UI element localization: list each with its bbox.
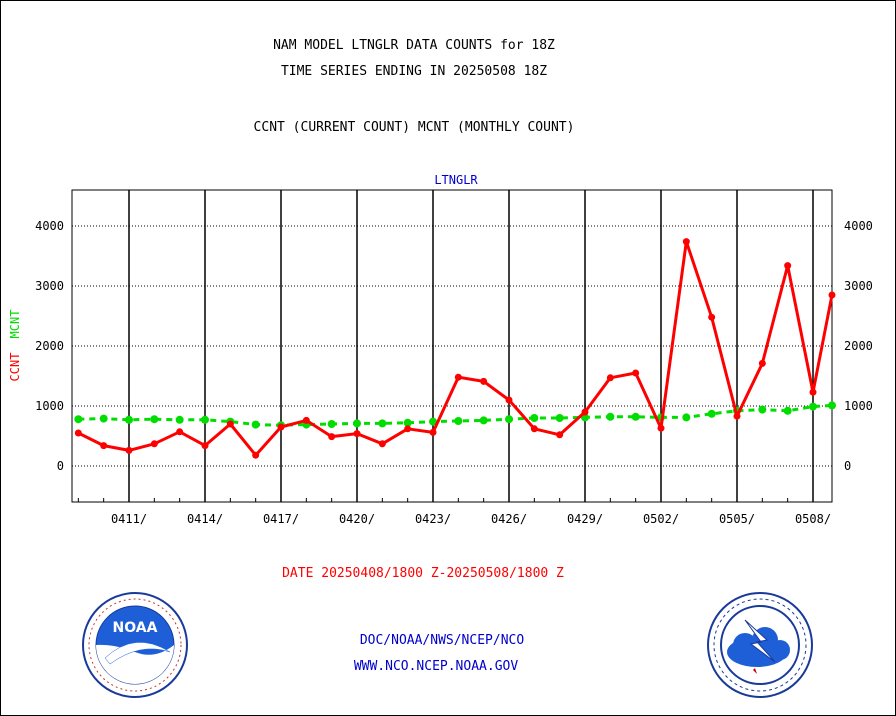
data-point-mcnt [828, 401, 836, 410]
x-tick-label: 0429/ [567, 512, 603, 526]
panel-title: LTNGLR [434, 173, 478, 187]
data-point-ccnt [74, 429, 82, 437]
data-point-mcnt [353, 419, 361, 428]
plot-frame [71, 189, 833, 503]
footer-url-line: WWW.NCO.NCEP.NOAA.GOV [353, 659, 519, 674]
y-tick-label-right: 0 [844, 459, 851, 473]
data-point-mcnt [809, 402, 817, 411]
data-point-ccnt [226, 420, 234, 428]
data-point-ccnt [404, 425, 412, 433]
data-point-mcnt [175, 415, 184, 424]
axis-layer [71, 189, 833, 503]
y-tick-label-left: 2000 [35, 339, 64, 353]
data-point-ccnt [480, 377, 488, 385]
y-tick-label-left: 0 [57, 459, 64, 473]
y-tick-label-right: 1000 [844, 399, 873, 413]
y-tick-label-right: 4000 [844, 219, 873, 233]
data-point-ccnt [733, 412, 741, 420]
data-point-ccnt [429, 428, 437, 436]
data-point-ccnt [302, 416, 310, 424]
data-point-mcnt [479, 416, 488, 425]
data-point-ccnt [632, 369, 640, 377]
y-axis-label-ccnt: CCNT [8, 353, 22, 382]
data-point-ccnt [708, 313, 716, 321]
data-point-mcnt [555, 414, 564, 422]
data-point-ccnt [657, 424, 665, 432]
data-point-ccnt [682, 238, 690, 246]
data-point-mcnt [150, 415, 159, 424]
footer-org-line: DOC/NOAA/NWS/NCEP/NCO [359, 633, 525, 648]
data-point-mcnt [682, 413, 691, 422]
data-point-ccnt [556, 431, 564, 439]
vertical-divider-layer [128, 190, 814, 502]
nws-logo-icon [707, 592, 813, 698]
label-layer: 0 0 1000 1000 2000 2000 3000 3000 4000 4000 0411/0… [8, 173, 873, 526]
y-tick-label-left: 4000 [35, 219, 64, 233]
x-tick-label: 0502/ [643, 512, 679, 526]
data-point-ccnt [353, 430, 361, 438]
data-point-mcnt [783, 406, 792, 415]
data-point-mcnt [125, 415, 133, 424]
data-point-ccnt [530, 425, 538, 433]
chart-subtitle: CCNT (CURRENT COUNT) MCNT (MONTHLY COUNT… [253, 120, 575, 135]
data-point-mcnt [606, 412, 615, 421]
data-point-ccnt [252, 451, 260, 459]
data-point-mcnt [99, 414, 108, 423]
data-point-ccnt [378, 440, 386, 448]
data-point-mcnt [707, 409, 716, 418]
data-point-ccnt [201, 442, 209, 450]
x-tick-label: 0505/ [719, 512, 755, 526]
x-tick-label: 0426/ [491, 512, 527, 526]
series-layer [74, 238, 836, 459]
data-point-mcnt [631, 412, 640, 421]
data-point-ccnt [100, 442, 108, 450]
data-point-ccnt [125, 446, 133, 454]
data-point-mcnt [454, 417, 463, 425]
x-tick-label: 0423/ [415, 512, 451, 526]
x-tick-label: 0508/ [795, 512, 831, 526]
data-point-ccnt [277, 423, 285, 431]
data-point-mcnt [251, 420, 260, 429]
x-tick-label: 0411/ [111, 512, 147, 526]
data-point-mcnt [429, 417, 437, 426]
noaa-logo-text: NOAA [113, 620, 158, 636]
data-point-ccnt [606, 374, 614, 382]
chart-title-line-1: NAM MODEL LTNGLR DATA COUNTS for 18Z [273, 38, 555, 53]
data-point-mcnt [505, 415, 513, 424]
chart-title-line-2: TIME SERIES ENDING IN 20250508 18Z [280, 64, 548, 79]
data-point-ccnt [758, 359, 766, 367]
data-point-ccnt [328, 433, 336, 441]
data-point-mcnt [378, 419, 387, 428]
data-point-ccnt [505, 396, 513, 404]
data-point-ccnt [454, 373, 462, 381]
x-tick-label: 0420/ [339, 512, 375, 526]
grid-layer [72, 225, 832, 467]
x-tick-label: 0417/ [263, 512, 299, 526]
data-point-mcnt [530, 414, 539, 422]
data-point-mcnt [327, 420, 336, 428]
y-axis-label-mcnt: MCNT [8, 310, 22, 339]
y-tick-label-left: 1000 [35, 399, 64, 413]
data-point-ccnt [809, 388, 817, 396]
x-tick-label: 0414/ [187, 512, 223, 526]
y-tick-label-left: 3000 [35, 279, 64, 293]
data-point-ccnt [150, 440, 158, 448]
data-point-ccnt [581, 408, 589, 416]
y-tick-label-right: 3000 [844, 279, 873, 293]
data-point-mcnt [403, 418, 412, 427]
data-point-mcnt [758, 405, 767, 414]
data-point-mcnt [201, 415, 209, 424]
data-point-ccnt [828, 291, 836, 299]
noaa-logo-icon: NOAA [82, 592, 188, 698]
data-point-ccnt [176, 428, 184, 436]
data-point-ccnt [784, 262, 792, 270]
data-point-mcnt [74, 415, 83, 424]
date-range-label: DATE 20250408/1800 Z-20250508/1800 Z [282, 566, 564, 581]
y-tick-label-right: 2000 [844, 339, 873, 353]
